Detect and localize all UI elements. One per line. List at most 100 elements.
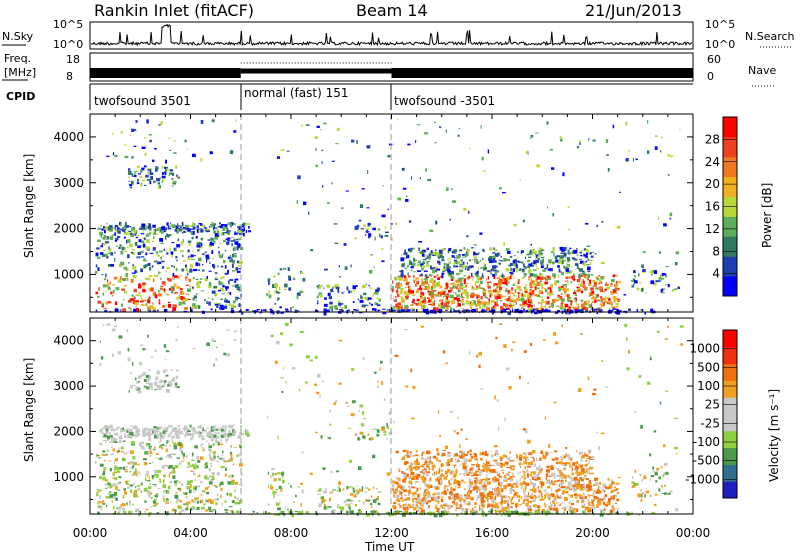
echo-cell	[465, 481, 466, 483]
echo-cell	[149, 455, 151, 456]
echo-cell	[599, 482, 601, 485]
echo-cell	[679, 129, 681, 130]
echo-cell	[675, 262, 678, 265]
echo-cell	[126, 502, 127, 505]
echo-cell	[135, 378, 137, 381]
echo-cell	[137, 256, 139, 258]
echo-cell	[448, 505, 451, 509]
echo-cell	[451, 188, 452, 190]
echo-cell	[269, 290, 271, 294]
echo-cell	[183, 434, 184, 435]
echo-cell	[221, 345, 223, 346]
echo-cell	[154, 350, 156, 352]
echo-cell	[174, 284, 177, 287]
echo-cell	[365, 297, 368, 300]
echo-cell	[542, 259, 544, 263]
echo-cell	[376, 488, 377, 490]
echo-cell	[589, 480, 591, 483]
echo-cell	[369, 270, 372, 274]
noise-right-tick-low: 10^0	[705, 38, 735, 51]
echo-cell	[444, 264, 446, 267]
echo-cell	[586, 478, 589, 480]
echo-cell	[152, 461, 153, 463]
echo-cell	[479, 495, 481, 498]
echo-cell	[591, 297, 595, 299]
echo-cell	[107, 279, 108, 282]
echo-cell	[216, 436, 219, 439]
echo-cell	[125, 435, 126, 437]
echo-cell	[121, 304, 123, 307]
echo-cell	[165, 465, 168, 467]
echo-cell	[159, 238, 163, 242]
echo-cell	[159, 426, 162, 429]
echo-cell	[461, 296, 464, 299]
echo-cell	[420, 274, 423, 276]
echo-cell	[500, 503, 502, 505]
echo-cell	[194, 307, 196, 309]
echo-cell	[670, 213, 673, 217]
echo-cell	[452, 501, 455, 503]
echo-cell	[491, 450, 492, 452]
echo-cell	[164, 445, 167, 447]
echo-cell	[392, 310, 396, 311]
echo-cell	[160, 385, 161, 388]
echo-cell	[475, 502, 477, 505]
echo-cell	[531, 286, 532, 288]
echo-cell	[417, 263, 420, 266]
echo-cell	[410, 472, 414, 475]
echo-cell	[569, 248, 571, 249]
echo-cell	[235, 489, 236, 492]
echo-cell	[404, 495, 407, 497]
echo-cell	[450, 491, 453, 493]
echo-cell	[405, 504, 407, 506]
echo-cell	[353, 301, 355, 303]
echo-cell	[514, 224, 517, 227]
echo-cell	[435, 249, 436, 251]
echo-cell	[184, 434, 186, 437]
echo-cell	[393, 306, 396, 307]
echo-cell	[545, 493, 547, 495]
echo-cell	[160, 278, 162, 280]
echo-cell	[510, 263, 513, 266]
echo-cell	[617, 226, 621, 229]
echo-cell	[239, 261, 243, 264]
echo-cell	[483, 267, 487, 270]
echo-cell	[166, 511, 169, 515]
echo-cell	[601, 298, 605, 301]
echo-cell	[246, 309, 249, 311]
echo-cell	[397, 499, 400, 502]
echo-cell	[379, 299, 381, 302]
echo-cell	[154, 275, 158, 277]
echo-cell	[411, 248, 412, 251]
echo-cell	[130, 450, 134, 454]
echo-cell	[614, 288, 616, 290]
echo-cell	[233, 306, 236, 308]
echo-cell	[101, 235, 102, 238]
echo-cell	[122, 503, 126, 506]
echo-cell	[416, 488, 418, 492]
echo-cell	[276, 288, 277, 292]
echo-cell	[497, 291, 501, 294]
echo-cell	[599, 275, 601, 276]
echo-cell	[218, 251, 219, 254]
echo-cell	[191, 229, 195, 230]
power-ylabel: Slant Range [km]	[22, 154, 36, 258]
echo-cell	[377, 288, 380, 291]
echo-cell	[413, 508, 416, 511]
echo-cell	[236, 267, 239, 271]
echo-cell	[141, 256, 144, 257]
echo-cell	[420, 251, 424, 254]
echo-cell	[488, 465, 492, 466]
echo-cell	[396, 492, 398, 493]
echo-cell	[356, 285, 358, 287]
echo-cell	[551, 488, 552, 491]
echo-cell	[606, 139, 608, 143]
echo-cell	[361, 423, 364, 425]
echo-cell	[158, 182, 161, 184]
echo-cell	[187, 481, 189, 483]
echo-cell	[226, 440, 228, 443]
echo-cell	[134, 297, 136, 300]
echo-cell	[144, 165, 147, 167]
echo-cell	[175, 431, 178, 435]
echo-cell	[412, 301, 415, 303]
